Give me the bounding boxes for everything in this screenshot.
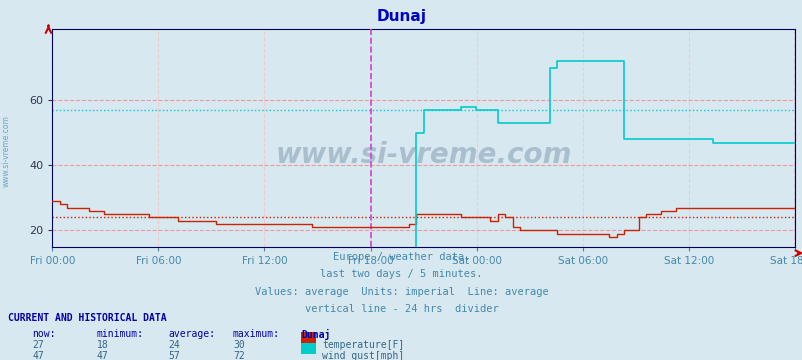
- Text: www.si-vreme.com: www.si-vreme.com: [2, 115, 11, 187]
- Text: 47: 47: [96, 351, 108, 360]
- Text: Europe / weather data.: Europe / weather data.: [332, 252, 470, 262]
- Text: www.si-vreme.com: www.si-vreme.com: [275, 141, 571, 169]
- Text: 18: 18: [96, 340, 108, 350]
- Text: maximum:: maximum:: [233, 329, 280, 339]
- Text: Dunaj: Dunaj: [376, 9, 426, 24]
- Text: Dunaj: Dunaj: [301, 329, 330, 341]
- Text: 72: 72: [233, 351, 245, 360]
- Text: vertical line - 24 hrs  divider: vertical line - 24 hrs divider: [304, 304, 498, 314]
- Text: 47: 47: [32, 351, 44, 360]
- Text: last two days / 5 minutes.: last two days / 5 minutes.: [320, 269, 482, 279]
- Text: 27: 27: [32, 340, 44, 350]
- Text: 24: 24: [168, 340, 180, 350]
- Text: temperature[F]: temperature[F]: [322, 340, 403, 350]
- Text: wind gust[mph]: wind gust[mph]: [322, 351, 403, 360]
- Text: CURRENT AND HISTORICAL DATA: CURRENT AND HISTORICAL DATA: [8, 313, 167, 323]
- Text: now:: now:: [32, 329, 55, 339]
- Text: Values: average  Units: imperial  Line: average: Values: average Units: imperial Line: av…: [254, 287, 548, 297]
- Text: 57: 57: [168, 351, 180, 360]
- Text: minimum:: minimum:: [96, 329, 144, 339]
- Text: 30: 30: [233, 340, 245, 350]
- Text: average:: average:: [168, 329, 216, 339]
